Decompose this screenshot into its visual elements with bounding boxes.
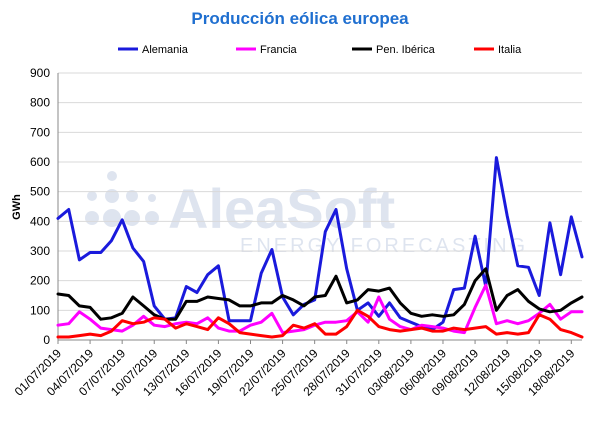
legend-label: Alemania [142, 44, 189, 56]
series-lines [56, 156, 584, 339]
y-tick-label: 400 [30, 214, 50, 228]
y-tick-label: 200 [30, 274, 50, 288]
y-tick-label: 300 [30, 244, 50, 258]
x-tick-labels: 01/07/201904/07/201907/07/201910/07/2019… [12, 340, 578, 399]
series-line-francia [56, 283, 584, 335]
watermark-brand: AleaSoft [168, 177, 395, 240]
series-line-alemania [56, 156, 584, 332]
watermark-tagline: ENERGY FORECASTING [240, 235, 528, 257]
y-tick-label: 700 [30, 125, 50, 139]
y-tick-label: 600 [30, 155, 50, 169]
aleasoft-watermark-logo: AleaSoft ENERGY FORECASTING [85, 171, 528, 257]
legend: Alemania Francia Pen. Ibérica Italia [118, 44, 522, 56]
legend-item: Italia [474, 44, 522, 56]
y-tick-label: 500 [30, 185, 50, 199]
y-tick-label: 800 [30, 96, 50, 110]
y-tick-label: 900 [30, 66, 50, 80]
legend-label: Italia [498, 44, 522, 56]
series-line-italia [56, 308, 584, 339]
legend-item: Francia [236, 44, 298, 56]
y-tick-label: 0 [43, 333, 50, 347]
legend-item: Pen. Ibérica [352, 44, 436, 56]
legend-label: Francia [260, 44, 298, 56]
y-tick-label: 100 [30, 303, 50, 317]
legend-label: Pen. Ibérica [376, 44, 436, 56]
y-axis-label: GWh [11, 194, 23, 220]
chart-title: Producción eólica europea [191, 9, 409, 28]
y-tick-labels: 0 100 200 300 400 500 600 700 800 900 [30, 66, 50, 347]
gridlines [58, 72, 582, 311]
legend-item: Alemania [118, 44, 189, 56]
series-line-pen-ib-rica [56, 267, 584, 321]
